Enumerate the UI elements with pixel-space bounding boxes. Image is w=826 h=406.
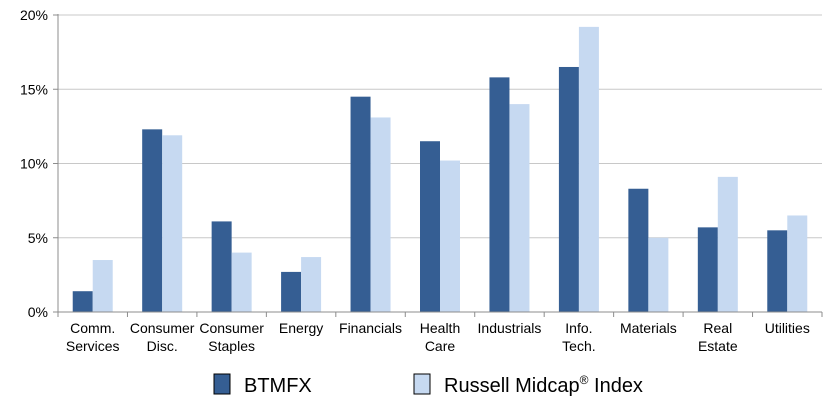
bar-series-1: [281, 271, 302, 312]
x-category-label: Comm. Services: [66, 320, 120, 354]
x-category-label: Industrials: [478, 320, 542, 336]
y-tick-label: 15%: [20, 81, 48, 97]
bar-series-1: [142, 129, 163, 312]
legend-swatch: [413, 373, 431, 395]
bar-series-2: [301, 257, 322, 312]
x-category-label: Energy: [279, 320, 323, 336]
bar-series-2: [440, 160, 460, 312]
bar-series-2: [231, 252, 252, 312]
bar-series-2: [787, 215, 808, 312]
legend-label: Russell Midcap® Index: [444, 373, 643, 397]
y-tick-label: 10%: [20, 156, 48, 172]
x-category-label: Health Care: [420, 320, 460, 354]
x-category-label: Info. Tech.: [562, 320, 595, 354]
bar-series-2: [648, 237, 669, 312]
bar-series-1: [628, 188, 649, 312]
bar-series-2: [578, 26, 599, 312]
bar-series-1: [767, 230, 788, 312]
bar-series-1: [489, 77, 510, 313]
y-tick-label: 20%: [20, 7, 48, 23]
legend-swatch: [213, 373, 231, 395]
bar-series-2: [509, 104, 530, 312]
x-category-label: Financials: [339, 320, 402, 336]
bar-series-2: [92, 260, 113, 312]
bar-series-2: [370, 117, 391, 312]
bar-series-1: [211, 221, 232, 312]
bars: [72, 26, 808, 313]
x-category-label: Materials: [620, 320, 677, 336]
bar-series-1: [558, 66, 579, 312]
bar-series-1: [420, 141, 440, 312]
x-category-label: Real Estate: [698, 320, 738, 354]
bar-series-2: [162, 135, 183, 312]
bar-series-1: [697, 227, 718, 312]
bar-series-1: [72, 291, 93, 312]
x-category-label: Utilities: [765, 320, 810, 336]
bar-series-2: [717, 176, 738, 312]
legend: BTMFX Russell Midcap® Index: [213, 373, 643, 397]
legend-label: BTMFX: [244, 375, 312, 397]
y-tick-label: 0%: [28, 304, 48, 320]
x-category-label: Consumer Staples: [199, 320, 264, 354]
axes: 0% 5% 10% 15% 20% Comm. Services Consumer Disc.C…: [20, 7, 823, 354]
bar-series-1: [350, 96, 371, 312]
y-tick-label: 5%: [28, 230, 48, 246]
x-category-label: Consumer Disc.: [130, 320, 195, 354]
